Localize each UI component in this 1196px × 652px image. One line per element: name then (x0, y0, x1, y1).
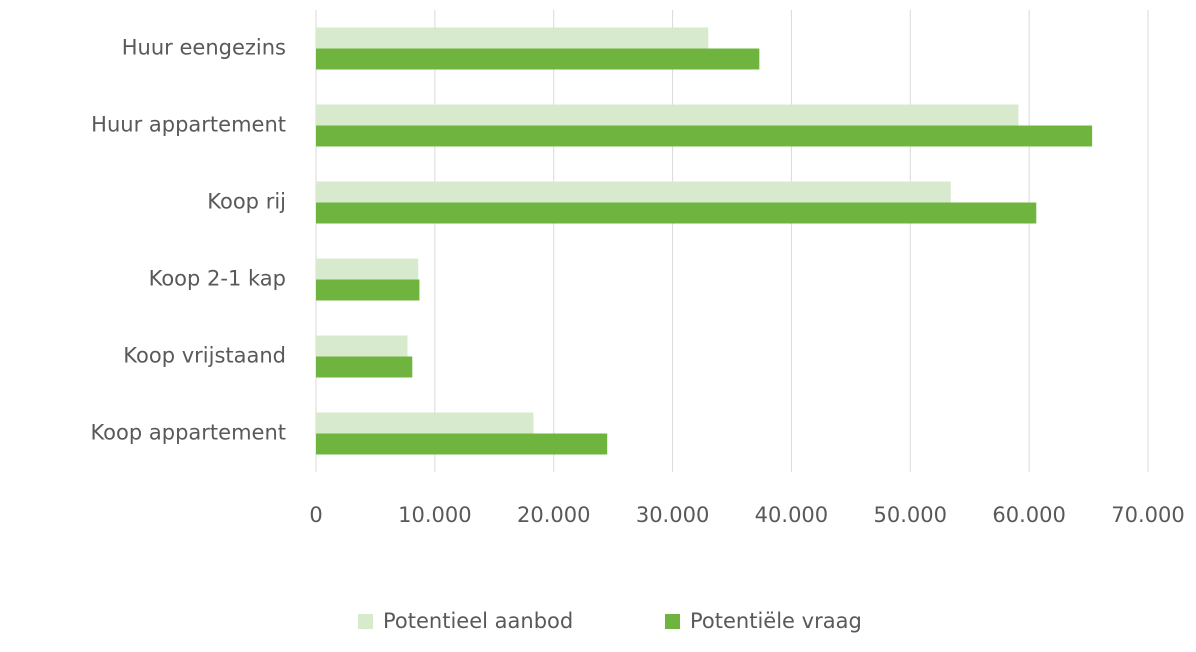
bar (316, 202, 1037, 224)
x-tick-label: 40.000 (755, 503, 828, 527)
y-tick-label: Huur eengezins (122, 36, 286, 60)
x-tick-label: 10.000 (398, 503, 471, 527)
x-tick-label: 60.000 (992, 503, 1065, 527)
legend-swatch (665, 614, 680, 629)
bar (316, 27, 709, 49)
y-tick-label: Huur appartement (91, 113, 286, 137)
bar (316, 48, 760, 70)
x-tick-label: 70.000 (1111, 503, 1184, 527)
legend-label: Potentieel aanbod (383, 609, 573, 633)
bar (316, 433, 608, 455)
x-tick-label: 20.000 (517, 503, 590, 527)
bar (316, 335, 408, 357)
legend-swatch (358, 614, 373, 629)
y-tick-label: Koop vrijstaand (123, 344, 286, 368)
bar (316, 279, 420, 301)
bar (316, 258, 419, 280)
bar (316, 356, 413, 378)
x-tick-label: 50.000 (874, 503, 947, 527)
x-tick-label: 0 (309, 503, 322, 527)
x-tick-label: 30.000 (636, 503, 709, 527)
legend-label: Potentiële vraag (690, 609, 862, 633)
y-tick-label: Koop rij (207, 190, 286, 214)
bar (316, 104, 1019, 126)
y-tick-label: Koop 2-1 kap (149, 267, 286, 291)
bar (316, 412, 534, 434)
bar (316, 125, 1093, 147)
y-tick-label: Koop appartement (90, 421, 286, 445)
bar (316, 181, 951, 203)
